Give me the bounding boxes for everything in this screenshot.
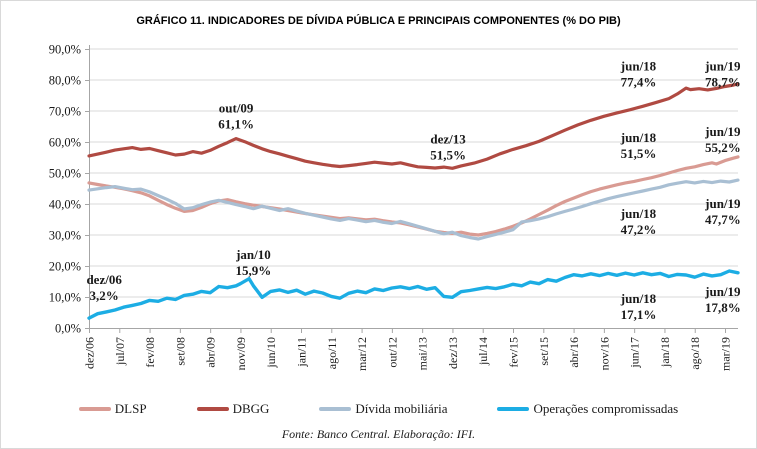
x-tick-label: set/08 bbox=[173, 337, 187, 366]
annotation-date-comp-jun19: jun/19 bbox=[704, 284, 741, 299]
y-tick-label: 50,0% bbox=[49, 167, 81, 181]
legend-label-mobiliaria: Dívida mobiliária bbox=[355, 401, 448, 416]
x-tick-label: mar/19 bbox=[719, 337, 733, 371]
annotation-value-dlsp-jun19: 55,2% bbox=[705, 140, 741, 155]
x-tick-label: ago/11 bbox=[325, 337, 339, 369]
x-tick-label: jul/07 bbox=[113, 337, 127, 366]
chart-title: GRÁFICO 11. INDICADORES DE DÍVIDA PÚBLIC… bbox=[136, 15, 621, 27]
annotation-date-dlsp-jun18: jun/18 bbox=[620, 130, 657, 145]
annotation-value-dlsp-jun18: 51,5% bbox=[621, 146, 657, 161]
x-tick-label: nov/16 bbox=[597, 337, 611, 370]
legend-item-mobiliaria: Dívida mobiliária bbox=[319, 401, 447, 417]
y-tick-label: 0,0% bbox=[55, 322, 81, 336]
annotation-value-comp-jun18: 17,1% bbox=[621, 307, 657, 322]
x-tick-label: dez/06 bbox=[83, 337, 97, 369]
annotation-date-dbgg-dez13: dez/13 bbox=[430, 132, 466, 147]
annotation-value-comp-jun19: 17,8% bbox=[705, 300, 741, 315]
legend-swatch-dlsp bbox=[78, 407, 111, 411]
legend-swatch-dbgg bbox=[196, 407, 229, 411]
x-tick-label: fev/15 bbox=[507, 337, 521, 368]
annotation-value-mob-jun19: 47,7% bbox=[705, 212, 741, 227]
y-tick-label: 80,0% bbox=[49, 74, 81, 88]
x-tick-label: abr/09 bbox=[204, 337, 218, 368]
source-note: Fonte: Banco Central. Elaboração: IFI. bbox=[281, 427, 476, 441]
y-tick-label: 30,0% bbox=[49, 229, 81, 243]
annotation-date-comp-jan10: jan/10 bbox=[235, 247, 271, 262]
annotation-value-dbgg-jun19: 78,7% bbox=[705, 75, 741, 90]
y-tick-label: 90,0% bbox=[49, 43, 81, 57]
chart-canvas: 90,0% 80,0% 70,0% 60,0% 50,0% 40,0% 30,0% 20,0%… bbox=[49, 43, 741, 372]
x-tick-label: mar/12 bbox=[355, 337, 369, 371]
annotation-value-mob-jun18: 47,2% bbox=[621, 222, 657, 237]
x-tick-label: fev/08 bbox=[143, 337, 157, 368]
series-line-compromissadas bbox=[87, 269, 740, 320]
x-tick-label: abr/16 bbox=[567, 337, 581, 368]
x-tick-label: dez/13 bbox=[446, 337, 460, 369]
y-tick-label: 60,0% bbox=[49, 136, 81, 150]
legend-label-dlsp: DLSP bbox=[114, 401, 147, 416]
annotation-date-dbgg-out09: out/09 bbox=[219, 101, 254, 116]
legend-swatch-compromissadas bbox=[497, 407, 530, 411]
y-tick-label: 20,0% bbox=[49, 260, 81, 274]
legend-swatch-mobiliaria bbox=[319, 407, 352, 411]
x-tick-label: set/15 bbox=[537, 337, 551, 366]
annotation-value-dbgg-jun18: 77,4% bbox=[621, 75, 657, 90]
legend-item-dbgg: DBGG bbox=[196, 401, 270, 417]
annotation-value-comp-jan10: 15,9% bbox=[236, 263, 272, 278]
x-tick-label: out/12 bbox=[385, 337, 399, 368]
annotation-date-mob-jun18: jun/18 bbox=[620, 206, 657, 221]
annotation-date-dbgg-jun19: jun/19 bbox=[704, 59, 741, 74]
x-tick-label: jan/18 bbox=[658, 337, 672, 368]
legend-item-dlsp: DLSP bbox=[78, 401, 147, 417]
series-line-mobiliaria bbox=[87, 178, 740, 241]
annotation-value-dbgg-dez13: 51,5% bbox=[430, 148, 466, 163]
x-tick-label: jul/14 bbox=[476, 337, 490, 366]
legend-label-compromissadas: Operações compromissadas bbox=[533, 401, 679, 416]
y-tick-label: 10,0% bbox=[49, 291, 81, 305]
x-tick-label: ago/18 bbox=[688, 337, 702, 370]
annotation-date-dbgg-jun18: jun/18 bbox=[620, 59, 657, 74]
annotation-date-dlsp-jun19: jun/19 bbox=[704, 124, 741, 139]
x-tick-label: jun/10 bbox=[264, 337, 278, 369]
y-tick-label: 70,0% bbox=[49, 105, 81, 119]
annotation-date-mob-jun19: jun/19 bbox=[704, 196, 741, 211]
legend-item-compromissadas: Operações compromissadas bbox=[497, 401, 678, 417]
x-tick-label: jan/11 bbox=[295, 337, 309, 368]
series-line-dbgg bbox=[87, 82, 740, 170]
x-tick-label: nov/09 bbox=[234, 337, 248, 370]
x-tick-label: jun/17 bbox=[628, 337, 642, 369]
annotation-date-comp-jun18: jun/18 bbox=[620, 291, 657, 306]
annotation-value-dbgg-out09: 61,1% bbox=[218, 117, 254, 132]
annotation-value-comp-dez06: 3,2% bbox=[90, 288, 119, 303]
y-tick-label: 40,0% bbox=[49, 198, 81, 212]
annotation-date-comp-dez06: dez/06 bbox=[86, 272, 122, 287]
chart-legend: DLSP DBGG Dívida mobiliária Operações compr… bbox=[1, 401, 756, 417]
x-tick-label: mai/13 bbox=[416, 337, 430, 370]
legend-label-dbgg: DBGG bbox=[232, 401, 270, 416]
